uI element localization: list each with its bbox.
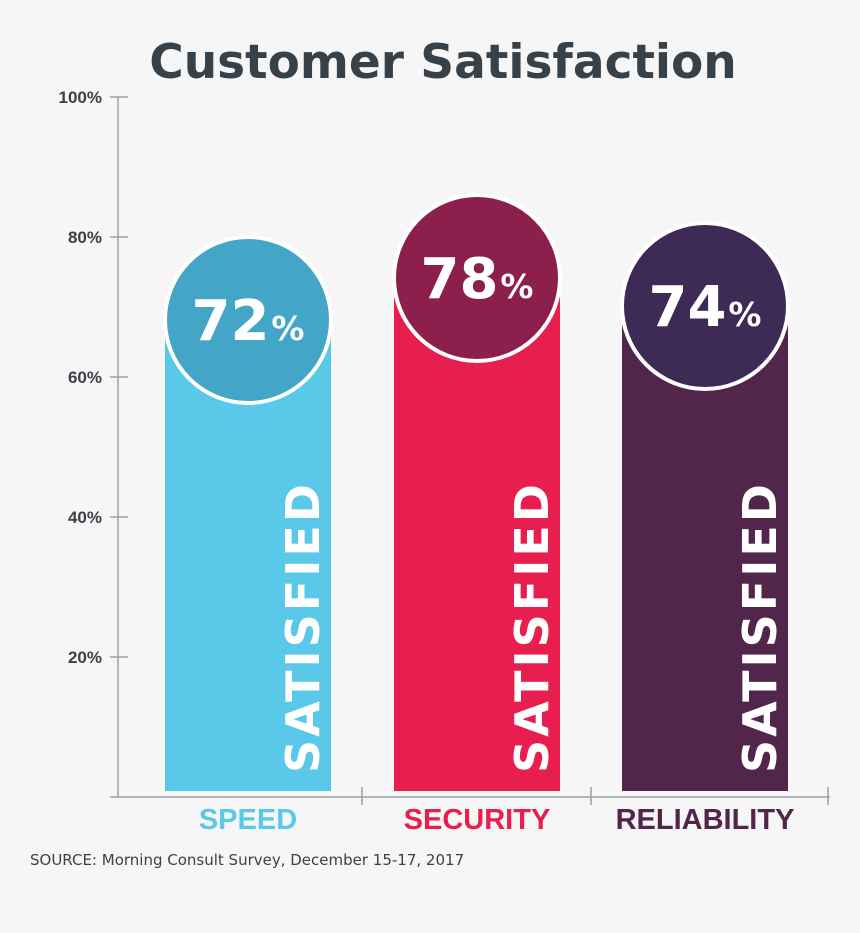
bar-label: SATISFIED [733, 481, 787, 773]
data-label: 72% [191, 289, 304, 354]
y-tick-label: 40% [68, 508, 102, 527]
category-labels: SPEED SECURITY RELIABILITY [199, 804, 795, 836]
data-label: 78% [420, 247, 533, 312]
source-note: SOURCE: Morning Consult Survey, December… [30, 851, 464, 869]
y-ticks: 20% 40% 60% 80% 100% [59, 88, 829, 805]
data-label: 74% [648, 275, 761, 340]
category-label: SPEED [199, 804, 297, 836]
chart-title: Customer Satisfaction [149, 35, 737, 90]
y-tick-label: 60% [68, 368, 102, 387]
y-tick-label: 100% [59, 88, 102, 107]
data-label-suffix: % [500, 267, 533, 306]
data-label-value: 74 [648, 275, 726, 340]
bars: SATISFIED 72% SATISFIED 78% SATISFIED 74% [163, 193, 790, 791]
bar-label: SATISFIED [505, 481, 559, 773]
category-label: RELIABILITY [616, 804, 795, 836]
value-circle [163, 235, 333, 405]
y-tick-label: 80% [68, 228, 102, 247]
bar-security [394, 278, 560, 791]
data-label-suffix: % [271, 309, 304, 348]
category-label: SECURITY [404, 804, 551, 836]
y-tick-label: 20% [68, 648, 102, 667]
value-circle [620, 221, 790, 391]
value-circle [392, 193, 562, 363]
data-label-value: 78 [420, 247, 498, 312]
data-label-suffix: % [728, 295, 761, 334]
data-label-value: 72 [191, 289, 269, 354]
bar-label: SATISFIED [276, 481, 330, 773]
